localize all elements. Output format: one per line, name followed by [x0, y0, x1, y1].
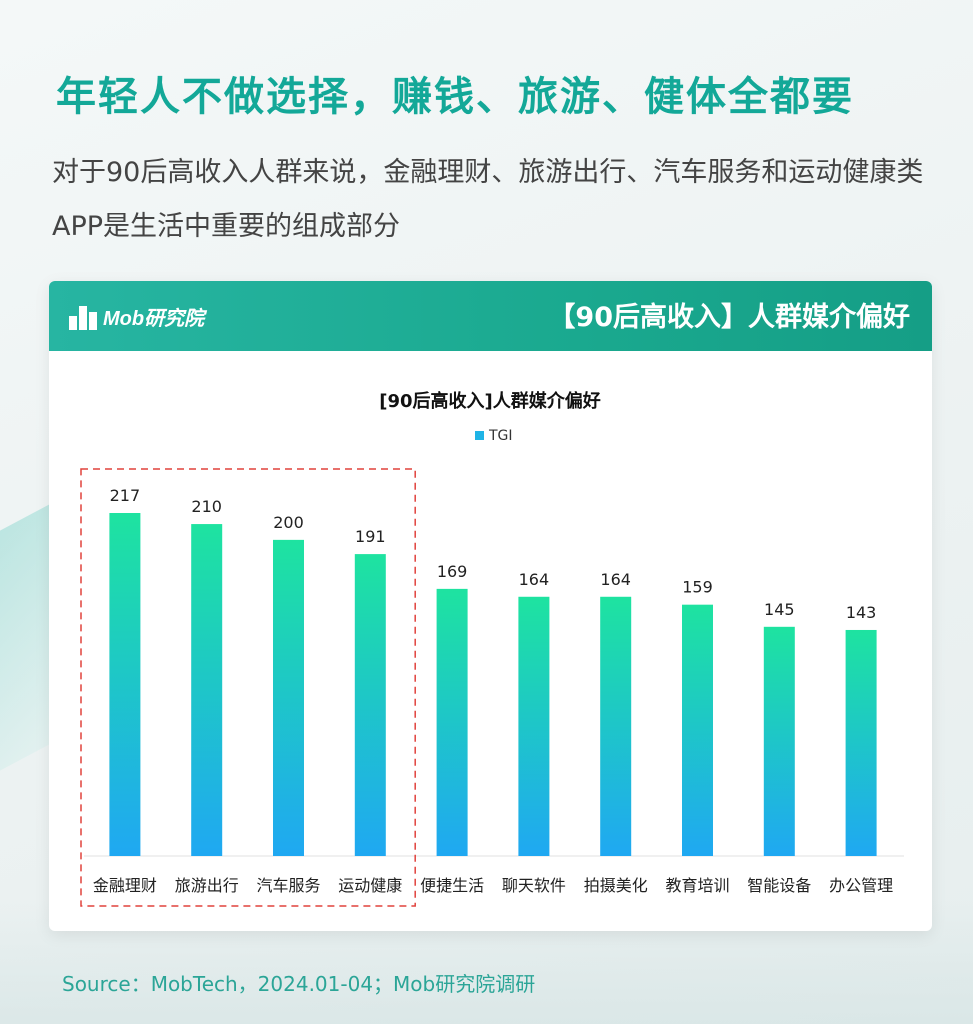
data-label: 200: [273, 513, 304, 532]
tick-label: 运动健康: [338, 876, 402, 895]
tick-label: 教育培训: [665, 876, 729, 895]
data-label: 217: [110, 486, 141, 505]
data-label: 145: [764, 600, 795, 619]
bar: [600, 596, 632, 856]
tick-label: 办公管理: [829, 876, 893, 895]
building-icon: [69, 302, 99, 330]
chart-card: Mob研究院 【90后高收入】人群媒介偏好 [90后高收入]人群媒介偏好 TGI 2…: [49, 281, 932, 931]
data-label: 191: [355, 527, 386, 546]
data-label: 164: [600, 570, 631, 589]
data-label: 143: [846, 603, 877, 622]
headline: 年轻人不做选择，赚钱、旅游、健体全都要: [56, 74, 854, 120]
subtitle: 对于90后高收入人群来说，金融理财、旅游出行、汽车服务和运动健康类APP是生活中…: [52, 157, 924, 242]
tick-label: 金融理财: [93, 876, 157, 895]
mob-logo: Mob研究院: [69, 299, 204, 333]
tick-label: 旅游出行: [175, 876, 239, 895]
data-label: 169: [437, 562, 468, 581]
data-label: 210: [191, 497, 222, 516]
tick-label: 智能设备: [747, 876, 811, 895]
bar: [109, 513, 141, 856]
bar-chart: [90后高收入]人群媒介偏好 TGI 217 金融理财 210 旅游出行 200 汽车服务 19…: [80, 390, 904, 907]
legend-swatch: [475, 431, 484, 440]
tick-label: 聊天软件: [502, 876, 566, 895]
bar: [191, 524, 223, 856]
data-label: 159: [682, 578, 713, 597]
bar: [273, 539, 304, 856]
bar: [845, 629, 877, 856]
bar: [682, 604, 713, 856]
tick-label: 汽车服务: [256, 876, 320, 895]
bar: [436, 588, 468, 856]
highlight-box: [80, 468, 416, 907]
chart-title: [90后高收入]人群媒介偏好: [379, 390, 601, 412]
tick-label: 拍摄美化: [584, 876, 648, 895]
card-header: Mob研究院 【90后高收入】人群媒介偏好: [49, 281, 932, 351]
card-title: 【90后高收入】人群媒介偏好: [548, 302, 910, 333]
data-label: 164: [519, 570, 550, 589]
bar: [354, 554, 386, 856]
legend-label: TGI: [488, 428, 513, 444]
tick-label: 便捷生活: [420, 876, 484, 895]
bar: [763, 626, 795, 856]
logo-text: Mob研究院: [103, 307, 205, 330]
bar: [518, 596, 550, 856]
source-note: Source：MobTech，2024.01-04；Mob研究院调研: [62, 972, 536, 996]
